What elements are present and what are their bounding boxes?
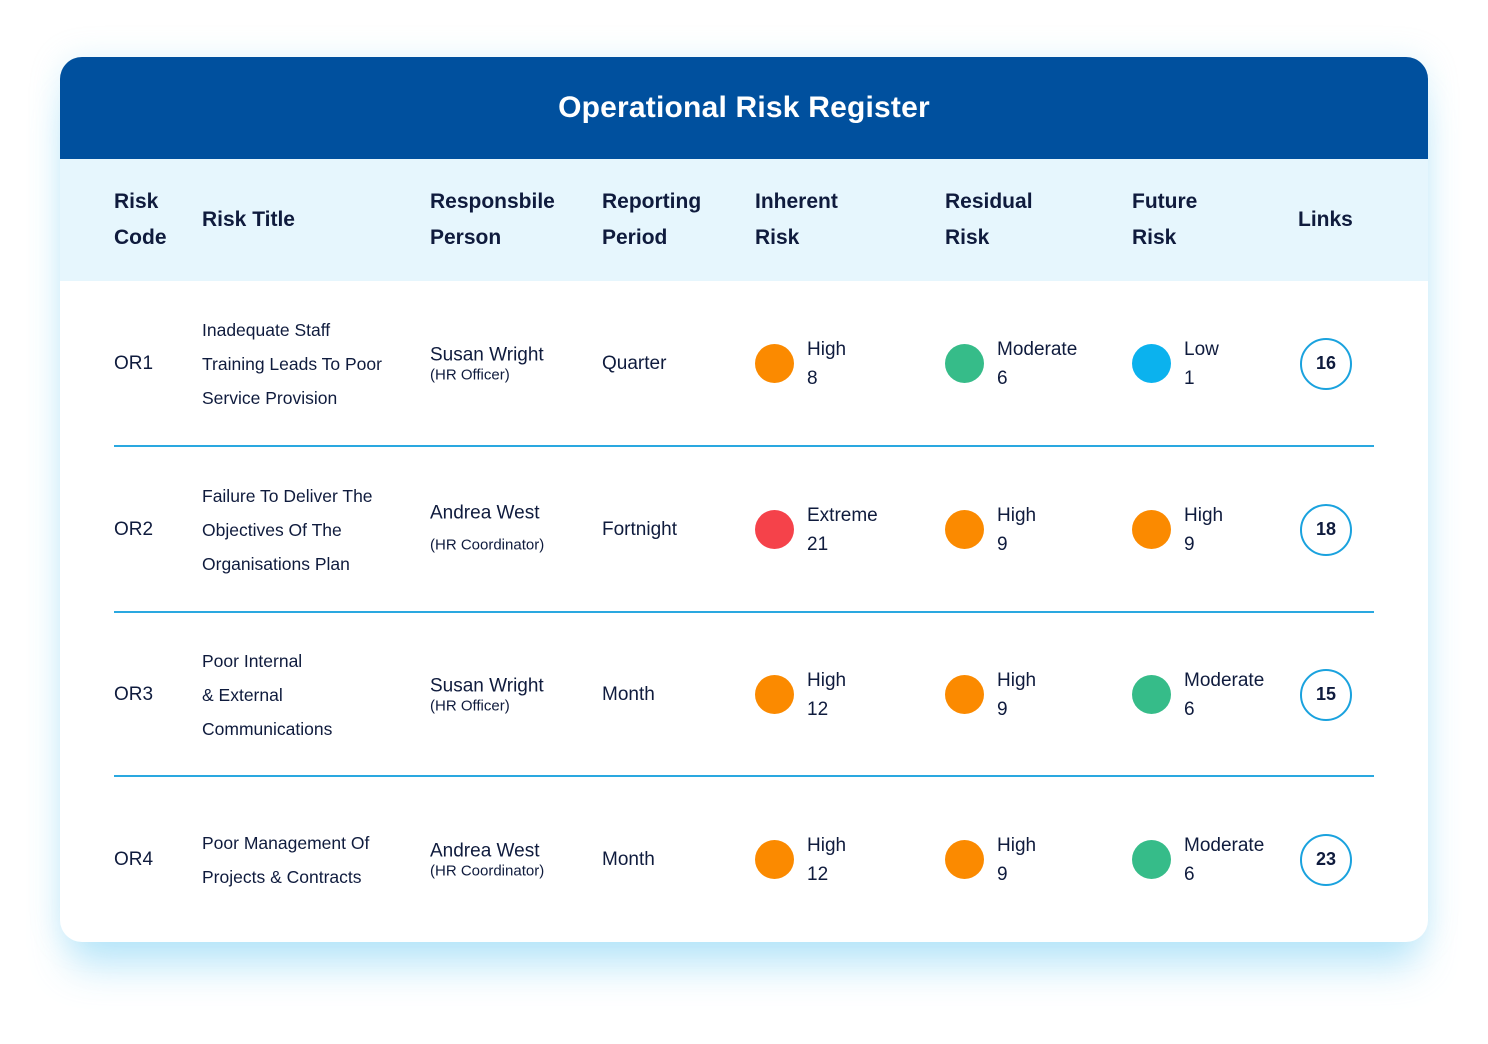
responsible-person: Susan Wright (HR Officer) bbox=[430, 344, 544, 383]
risk-level-dot bbox=[755, 510, 794, 549]
risk-score: 9 bbox=[997, 533, 1008, 555]
future-risk: Low 1 bbox=[1132, 335, 1219, 393]
risk-score: 1 bbox=[1184, 367, 1195, 389]
risk-register-card: Operational Risk Register Risk Code Risk… bbox=[60, 57, 1428, 942]
table-row[interactable]: OR4 Poor Management Of Projects & Contra… bbox=[60, 777, 1428, 942]
risk-level-dot bbox=[755, 344, 794, 383]
risk-title: Poor Management Of Projects & Contracts bbox=[202, 832, 370, 887]
reporting-period: Month bbox=[602, 848, 655, 870]
risk-code: OR2 bbox=[114, 518, 154, 540]
risk-score: 6 bbox=[997, 367, 1008, 389]
person-name: Andrea West bbox=[430, 502, 540, 523]
column-header-responsible-person[interactable]: Responsbile Person bbox=[430, 190, 555, 249]
person-role: (HR Officer) bbox=[430, 366, 510, 383]
risk-score: 12 bbox=[807, 698, 829, 720]
risk-title: Failure To Deliver The Objectives Of The… bbox=[202, 485, 373, 574]
residual-risk: Moderate 6 bbox=[945, 335, 1077, 393]
column-header-risk-code[interactable]: Risk Code bbox=[114, 190, 167, 249]
risk-level: High bbox=[997, 834, 1037, 856]
future-risk: Moderate 6 bbox=[1132, 666, 1264, 724]
risk-code: OR3 bbox=[114, 683, 154, 705]
person-role: (HR Officer) bbox=[430, 697, 510, 714]
inherent-risk: High 12 bbox=[755, 831, 846, 889]
risk-level: Low bbox=[1184, 338, 1219, 360]
links-count-button[interactable]: 23 bbox=[1300, 833, 1352, 886]
risk-level-dot bbox=[755, 840, 794, 879]
column-header-future-risk[interactable]: Future Risk bbox=[1132, 190, 1198, 249]
risk-level: Moderate bbox=[997, 338, 1078, 360]
responsible-person: Andrea West (HR Coordinator) bbox=[430, 840, 544, 879]
person-role: (HR Coordinator) bbox=[430, 536, 545, 553]
risk-level-dot bbox=[1132, 344, 1171, 383]
column-header-reporting-period[interactable]: Reporting Period bbox=[602, 190, 702, 249]
risk-level: High bbox=[807, 338, 847, 360]
page-title: Operational Risk Register bbox=[558, 91, 930, 124]
future-risk: Moderate 6 bbox=[1132, 831, 1264, 889]
risk-level: High bbox=[807, 834, 847, 856]
risk-score: 12 bbox=[807, 863, 829, 885]
risk-level: Extreme bbox=[807, 504, 878, 526]
risk-level-dot bbox=[945, 344, 984, 383]
person-name: Susan Wright bbox=[430, 675, 544, 696]
risk-code: OR1 bbox=[114, 352, 154, 374]
column-header-links[interactable]: Links bbox=[1298, 208, 1353, 231]
table-row[interactable]: OR1 Inadequate Staff Training Leads To P… bbox=[60, 281, 1428, 446]
responsible-person: Andrea West (HR Coordinator) bbox=[430, 502, 544, 553]
column-header-residual-risk[interactable]: Residual Risk bbox=[945, 190, 1033, 249]
risk-level: Moderate bbox=[1184, 669, 1265, 691]
risk-level: Moderate bbox=[1184, 834, 1265, 856]
row-divider bbox=[114, 775, 1374, 777]
risk-score: 9 bbox=[1184, 533, 1195, 555]
inherent-risk: Extreme 21 bbox=[755, 501, 878, 559]
row-divider bbox=[114, 611, 1374, 613]
links-count-button[interactable]: 18 bbox=[1300, 503, 1352, 556]
reporting-period: Quarter bbox=[602, 352, 667, 374]
risk-level-dot bbox=[1132, 675, 1171, 714]
risk-level-dot bbox=[945, 840, 984, 879]
column-header-row: Risk Code Risk Title Responsbile Person … bbox=[60, 159, 1428, 281]
table-row[interactable]: OR3 Poor Internal & External Communicati… bbox=[60, 613, 1428, 776]
responsible-person: Susan Wright (HR Officer) bbox=[430, 675, 544, 714]
risk-score: 21 bbox=[807, 533, 829, 555]
title-bar: Operational Risk Register bbox=[60, 57, 1428, 159]
inherent-risk: High 8 bbox=[755, 335, 846, 393]
reporting-period: Fortnight bbox=[602, 518, 677, 540]
person-name: Susan Wright bbox=[430, 344, 544, 365]
risk-title: Inadequate Staff Training Leads To Poor … bbox=[202, 319, 382, 408]
person-name: Andrea West bbox=[430, 840, 540, 861]
risk-score: 9 bbox=[997, 863, 1008, 885]
risk-score: 6 bbox=[1184, 698, 1195, 720]
table-row[interactable]: OR2 Failure To Deliver The Objectives Of… bbox=[60, 447, 1428, 612]
risk-level-dot bbox=[755, 675, 794, 714]
risk-level: High bbox=[1184, 504, 1224, 526]
inherent-risk: High 12 bbox=[755, 666, 846, 724]
person-role: (HR Coordinator) bbox=[430, 862, 545, 879]
risk-title: Poor Internal & External Communications bbox=[202, 650, 333, 739]
risk-score: 9 bbox=[997, 698, 1008, 720]
risk-code: OR4 bbox=[114, 848, 154, 870]
risk-level: High bbox=[997, 669, 1037, 691]
residual-risk: High 9 bbox=[945, 831, 1036, 889]
risk-level: High bbox=[807, 669, 847, 691]
risk-level-dot bbox=[945, 675, 984, 714]
risk-level: High bbox=[997, 504, 1037, 526]
risk-score: 6 bbox=[1184, 863, 1195, 885]
links-count-button[interactable]: 15 bbox=[1300, 668, 1352, 721]
column-header-risk-title[interactable]: Risk Title bbox=[202, 208, 295, 231]
risk-level-dot bbox=[945, 510, 984, 549]
links-count-button[interactable]: 16 bbox=[1300, 337, 1352, 390]
risk-level-dot bbox=[1132, 510, 1171, 549]
column-header-inherent-risk[interactable]: Inherent Risk bbox=[755, 190, 838, 249]
residual-risk: High 9 bbox=[945, 501, 1036, 559]
risk-level-dot bbox=[1132, 840, 1171, 879]
risk-score: 8 bbox=[807, 367, 818, 389]
future-risk: High 9 bbox=[1132, 501, 1223, 559]
row-divider bbox=[114, 445, 1374, 447]
residual-risk: High 9 bbox=[945, 666, 1036, 724]
reporting-period: Month bbox=[602, 683, 655, 705]
